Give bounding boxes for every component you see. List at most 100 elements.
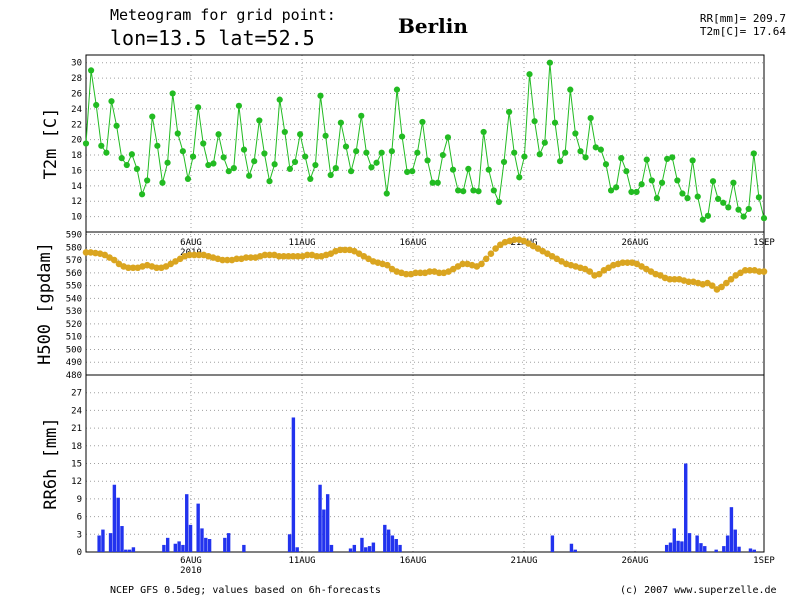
data-point [261,251,269,259]
data-point [638,181,645,188]
data-point [123,161,130,169]
data-point [378,149,385,156]
data-point [313,252,321,260]
data-point [404,168,411,176]
y-tick-label: 12 [71,477,82,487]
data-point [435,269,443,277]
data-point [487,250,495,258]
data-point [470,187,477,194]
data-point [669,154,676,161]
data-point [195,251,203,259]
data-point [674,177,681,184]
data-point [718,283,725,291]
y-tick-label: 18 [71,151,82,161]
data-point [429,179,436,186]
data-point [184,175,192,182]
data-point [113,122,120,129]
data-point [602,161,610,168]
y-tick-label: 500 [66,345,82,355]
data-point [200,140,207,147]
data-point [414,149,421,156]
precip-bar [737,546,741,552]
precip-bar [390,535,395,552]
data-point [506,108,513,116]
data-point [521,153,528,160]
y-tick-label: 560 [66,269,82,279]
data-point [546,59,553,66]
precip-bar [360,537,364,552]
data-point [393,86,401,93]
data-point [541,139,548,146]
data-point [220,154,227,161]
y-tick-label: 15 [71,460,82,470]
data-point [439,151,446,159]
y-tick-label: 540 [66,294,82,304]
y-tick-label: 20 [71,136,82,146]
data-point [347,168,355,175]
series-line [85,62,765,221]
y-tick-label: 480 [66,371,82,381]
y-axis-label: T2m [C] [41,108,61,180]
precip-bar [394,539,398,552]
panel-frame [85,374,765,553]
data-point [628,188,635,196]
data-point [332,165,339,172]
data-point [240,146,248,153]
data-point [247,254,255,261]
data-point [482,255,490,263]
data-point [144,177,151,184]
data-point [485,166,492,173]
data-point [475,188,482,195]
data-point [459,260,466,268]
data-point [685,278,692,286]
data-point [235,102,243,109]
y-axis-label: RR6h [mm] [41,417,61,509]
y-tick-label: 27 [71,389,82,399]
data-point [246,172,253,179]
data-point [619,259,627,266]
y-tick-label: 490 [66,358,82,368]
data-point [460,188,467,195]
data-point [402,270,410,278]
temperature-mean-summary: T2m[C]= 17.64 [699,25,786,38]
precip-bar [729,507,734,552]
data-point [341,246,349,254]
y-tick-label: 510 [66,333,82,343]
precip-bar [223,537,227,552]
data-point [741,267,749,274]
data-point [317,92,324,99]
precip-bar [383,524,387,552]
precip-bar [185,494,189,552]
data-point [694,193,701,200]
data-point [760,268,768,275]
precip-bar [120,526,124,552]
precip-bar [200,528,204,552]
y-tick-label: 24 [71,406,82,416]
data-point [280,252,288,260]
data-point [159,179,166,186]
data-point [285,252,292,260]
data-point [133,165,141,172]
data-point [709,178,717,185]
data-point [444,134,452,141]
x-tick-label: 6AUG [180,238,202,248]
precip-bar [714,549,718,552]
data-point [531,118,538,125]
data-point [648,177,655,184]
y-tick-label: 520 [66,320,82,330]
data-point [110,256,118,264]
data-point [108,98,115,105]
data-point [750,150,757,157]
data-point [398,133,406,140]
data-point [597,146,604,153]
y-tick-label: 550 [66,282,82,292]
data-point [643,156,650,163]
precip-bar [108,533,113,552]
x-tick-label: 21AUG [510,556,537,566]
y-tick-label: 24 [71,105,82,115]
data-point [275,252,283,260]
y-tick-label: 14 [71,182,82,192]
data-point [138,191,146,198]
data-point [595,270,603,278]
precip-bar [242,544,246,552]
